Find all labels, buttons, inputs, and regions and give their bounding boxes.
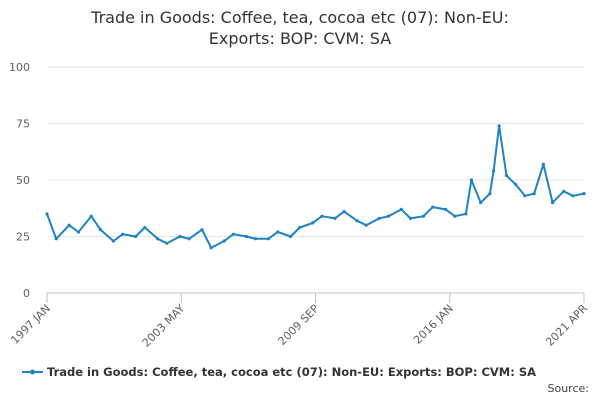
data-point: [377, 216, 381, 220]
data-point: [178, 234, 182, 239]
data-point: [541, 162, 546, 166]
legend-label: Trade in Goods: Coffee, tea, cocoa etc (…: [47, 365, 536, 379]
data-point: [504, 173, 509, 178]
data-point: [143, 225, 147, 230]
y-tick-label: 75: [16, 118, 30, 131]
chart-title-line2: Exports: BOP: CVM: SA: [209, 29, 391, 48]
data-point: [89, 214, 93, 218]
data-point: [320, 214, 324, 218]
data-point: [497, 124, 501, 128]
data-point: [582, 192, 586, 196]
data-point: [76, 230, 80, 234]
source-label[interactable]: Source:: [548, 382, 590, 395]
data-point: [222, 239, 226, 243]
legend-marker-icon: [30, 369, 35, 375]
data-point: [523, 194, 527, 198]
data-point: [408, 216, 413, 220]
grid-lines: [47, 66, 584, 237]
data-point: [253, 237, 258, 241]
x-tick-label: 2016 JAN: [411, 302, 456, 347]
data-point: [421, 214, 426, 218]
data-point: [121, 232, 125, 236]
data-point: [45, 212, 49, 216]
data-point: [165, 241, 169, 245]
data-point: [311, 221, 315, 225]
data-point: [187, 237, 191, 241]
data-point: [479, 201, 483, 205]
data-point: [488, 192, 492, 196]
data-point: [244, 234, 248, 239]
data-point: [111, 239, 115, 243]
data-point: [355, 219, 359, 223]
data-point: [298, 225, 302, 230]
data-point: [266, 237, 270, 241]
data-point: [453, 214, 457, 218]
y-axis-ticks: 0 25 50 75 100: [9, 61, 30, 300]
x-tick-label: 2003 MAY: [140, 302, 188, 350]
plot-area: [45, 124, 586, 250]
data-point: [134, 234, 138, 239]
data-point: [333, 216, 337, 220]
x-tick-label: 2009 SEP: [276, 302, 322, 348]
data-point: [54, 237, 58, 241]
y-tick-label: 50: [16, 174, 30, 187]
legend[interactable]: Trade in Goods: Coffee, tea, cocoa etc (…: [22, 365, 536, 379]
y-tick-label: 0: [23, 287, 30, 300]
data-point: [532, 192, 536, 196]
x-tick-label: 2021 APR: [543, 302, 590, 349]
series-line: [46, 124, 585, 249]
data-point: [364, 223, 368, 227]
data-point: [571, 194, 575, 198]
y-tick-label: 25: [16, 231, 30, 244]
data-point: [464, 212, 468, 216]
data-point: [386, 214, 390, 218]
x-tick-label: 1997 JAN: [8, 302, 53, 347]
data-point: [231, 232, 235, 236]
data-point: [276, 230, 280, 234]
data-point: [289, 234, 293, 239]
data-point: [469, 178, 473, 182]
data-point: [200, 228, 204, 232]
data-point: [551, 201, 555, 205]
data-point: [431, 205, 435, 209]
data-point: [209, 246, 213, 250]
y-tick-label: 100: [9, 61, 30, 74]
data-point: [67, 223, 71, 227]
data-point: [444, 207, 448, 211]
data-point: [98, 228, 103, 232]
data-point: [562, 189, 566, 193]
chart-title-line1: Trade in Goods: Coffee, tea, cocoa etc (…: [90, 8, 509, 27]
x-axis: 1997 JAN 2003 MAY 2009 SEP 2016 JAN 2021 APR: [8, 292, 590, 350]
data-point: [342, 210, 346, 214]
data-point: [492, 169, 496, 173]
data-point: [514, 182, 518, 187]
data-point: [156, 237, 160, 241]
data-point: [399, 207, 403, 211]
